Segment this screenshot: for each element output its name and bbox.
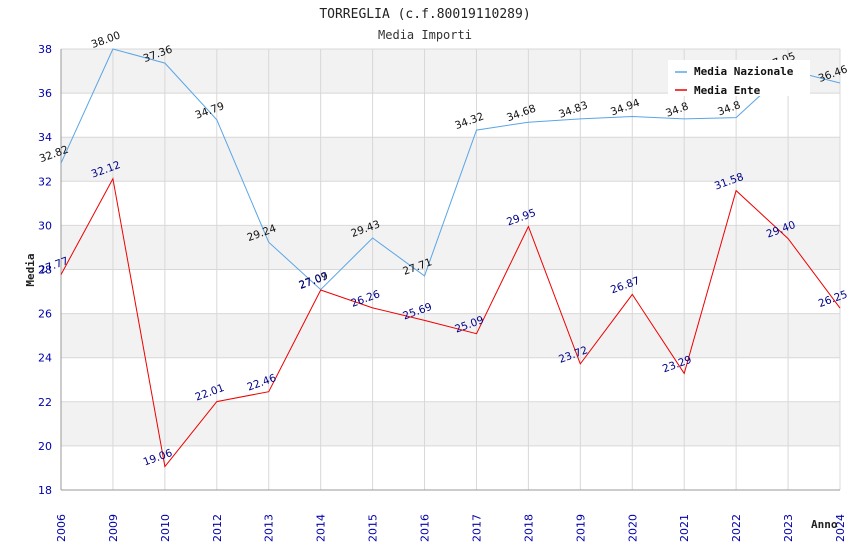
plot-band xyxy=(61,357,840,402)
y-tick-label: 20 xyxy=(38,440,52,453)
plot-band xyxy=(61,93,840,138)
plot-band xyxy=(61,445,840,490)
x-tick-label: 2013 xyxy=(263,514,276,542)
x-tick-label: 2024 xyxy=(834,514,847,542)
x-tick-label: 2012 xyxy=(211,514,224,542)
x-tick-label: 2014 xyxy=(315,514,328,542)
y-tick-label: 28 xyxy=(38,264,52,277)
data-label-nazionale: 38.00 xyxy=(90,29,122,51)
plot-band xyxy=(61,401,840,446)
series-lines xyxy=(60,48,841,468)
x-tick-label: 2021 xyxy=(678,514,691,542)
y-tick-label: 18 xyxy=(38,484,52,497)
chart-title: TORREGLIA (c.f.80019110289) xyxy=(319,7,530,22)
plot-band xyxy=(61,269,840,314)
x-tick-label: 2006 xyxy=(55,514,68,542)
x-tick-label: 2023 xyxy=(782,514,795,542)
legend-label-ente: Media Ente xyxy=(694,84,761,97)
legend-box xyxy=(668,60,810,96)
y-tick-label: 38 xyxy=(38,43,52,56)
x-tick-label: 2019 xyxy=(574,514,587,542)
y-tick-label: 34 xyxy=(38,131,52,144)
x-tick-label: 2009 xyxy=(107,514,120,542)
x-tick-label: 2016 xyxy=(419,514,432,542)
series-line-media-nazionale xyxy=(60,48,841,291)
y-tick-label: 24 xyxy=(38,352,52,365)
plot-band xyxy=(61,225,840,270)
y-tick-label: 30 xyxy=(38,219,52,232)
y-axis-ticks: 18 20 22 24 26 28 30 32 34 36 38 xyxy=(38,43,52,497)
x-tick-label: 2017 xyxy=(470,514,483,542)
y-tick-label: 22 xyxy=(38,396,52,409)
x-tick-label: 2018 xyxy=(522,514,535,542)
x-axis-ticks: 2006 2009 2010 2012 2013 2014 2015 2016 2017 2018… xyxy=(55,514,847,542)
y-tick-label: 32 xyxy=(38,175,52,188)
plot-background-bands xyxy=(61,49,840,490)
x-tick-label: 2015 xyxy=(367,514,380,542)
gridlines xyxy=(60,48,841,491)
plot-band xyxy=(61,313,840,358)
x-axis-label: Anno xyxy=(811,518,838,531)
x-tick-label: 2010 xyxy=(159,514,172,542)
plot-band xyxy=(61,137,840,182)
y-tick-label: 26 xyxy=(38,308,52,321)
y-tick-label: 36 xyxy=(38,87,52,100)
series-line-media-ente xyxy=(60,177,841,468)
legend: Media Nazionale Media Ente xyxy=(668,60,810,97)
legend-label-nazionale: Media Nazionale xyxy=(694,65,794,78)
x-tick-label: 2020 xyxy=(626,514,639,542)
x-tick-label: 2022 xyxy=(730,514,743,542)
chart-subtitle: Media Importi xyxy=(378,28,472,42)
y-axis-label: Media xyxy=(24,253,37,286)
